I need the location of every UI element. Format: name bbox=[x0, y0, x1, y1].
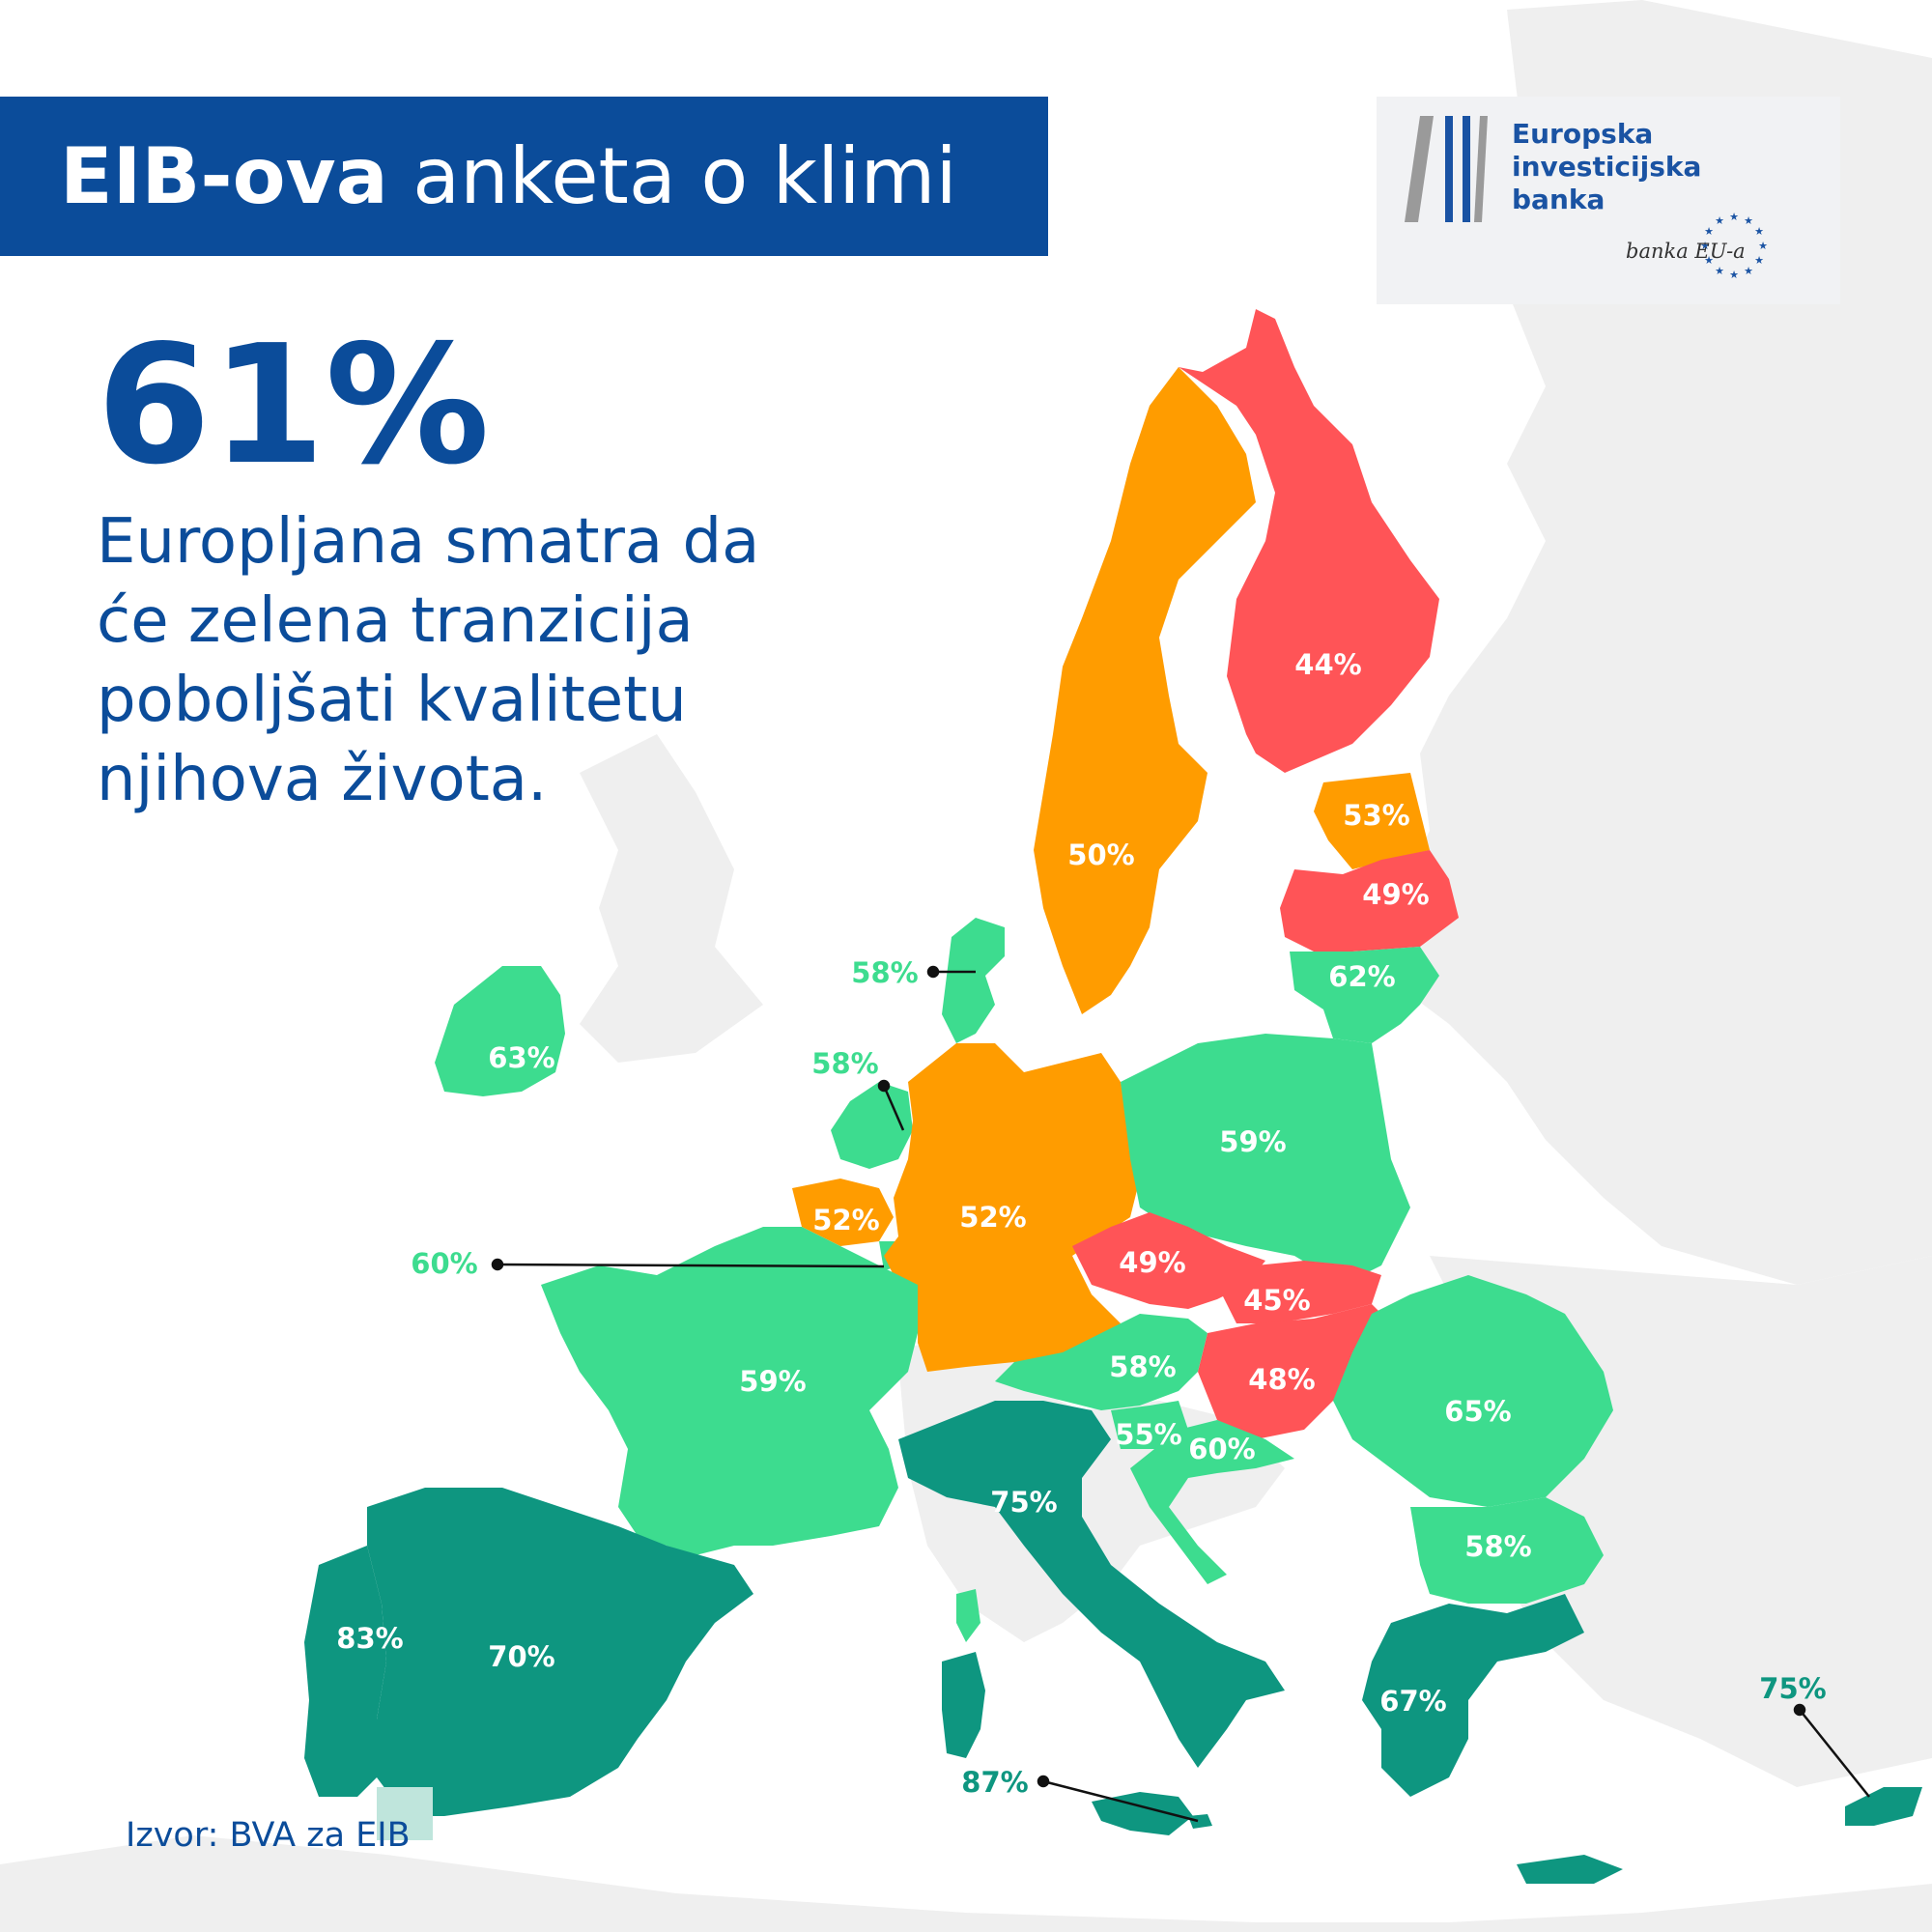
headline-line: poboljšati kvalitetu bbox=[97, 665, 687, 736]
label-slovenia: 55% bbox=[1115, 1418, 1181, 1451]
eu-countries bbox=[304, 309, 1922, 1884]
page-title: EIB-ova anketa o klimi bbox=[60, 131, 957, 221]
label-lithuania: 62% bbox=[1328, 960, 1395, 993]
country-ireland[interactable] bbox=[435, 966, 565, 1096]
leader-lines bbox=[491, 965, 1870, 1823]
svg-text:★: ★ bbox=[1704, 254, 1714, 267]
label-belgium: 52% bbox=[812, 1204, 879, 1236]
svg-text:★: ★ bbox=[1744, 214, 1753, 227]
country-italy-sardinia[interactable] bbox=[942, 1652, 985, 1758]
label-croatia: 60% bbox=[1188, 1433, 1255, 1465]
country-estonia[interactable] bbox=[1314, 773, 1430, 869]
svg-text:★: ★ bbox=[1754, 225, 1764, 238]
label-denmark: 58% bbox=[851, 956, 918, 989]
svg-text:★: ★ bbox=[1744, 265, 1753, 277]
eib-bars-logo-icon bbox=[1405, 116, 1488, 222]
label-austria: 58% bbox=[1109, 1350, 1176, 1383]
country-hungary[interactable] bbox=[1198, 1304, 1391, 1439]
label-france: 59% bbox=[739, 1365, 806, 1398]
title-banner: EIB-ova anketa o klimi bbox=[0, 97, 1048, 256]
label-hungary: 48% bbox=[1248, 1363, 1315, 1396]
eib-logo: Europska investicijska banka ★ ★ ★ ★ ★ ★ ★ ★ ★… bbox=[1377, 97, 1840, 304]
svg-text:★: ★ bbox=[1700, 240, 1710, 252]
label-sweden: 50% bbox=[1067, 838, 1134, 871]
svg-text:★: ★ bbox=[1754, 254, 1764, 267]
value-labels: 44% 50% 53% 49% 62% 58% 63% 58% 52% 60% … bbox=[336, 648, 1826, 1799]
country-france-corsica[interactable] bbox=[956, 1589, 980, 1642]
label-latvia: 49% bbox=[1362, 878, 1429, 911]
headline-text: Europljana smatra da će zelena tranzicij… bbox=[97, 502, 792, 819]
headline-line: će zelena tranzicija bbox=[97, 585, 694, 657]
country-greece-crete[interactable] bbox=[1517, 1855, 1623, 1884]
country-slovakia[interactable] bbox=[1217, 1261, 1381, 1323]
label-romania: 65% bbox=[1444, 1395, 1511, 1428]
country-denmark[interactable] bbox=[942, 918, 1005, 1043]
country-lithuania[interactable] bbox=[1290, 947, 1439, 1043]
country-cyprus[interactable] bbox=[1845, 1787, 1922, 1826]
country-france[interactable] bbox=[541, 1227, 918, 1555]
country-finland[interactable] bbox=[1179, 309, 1439, 773]
label-finland: 44% bbox=[1294, 648, 1361, 681]
svg-text:★: ★ bbox=[1704, 225, 1714, 238]
svg-text:★: ★ bbox=[1715, 214, 1724, 227]
country-slovenia[interactable] bbox=[1111, 1401, 1188, 1449]
country-spain[interactable] bbox=[367, 1488, 753, 1816]
headline-line: Europljana smatra da bbox=[97, 506, 760, 578]
label-czechia: 49% bbox=[1119, 1246, 1185, 1279]
country-bulgaria[interactable] bbox=[1410, 1497, 1604, 1604]
headline-stat: 61% bbox=[97, 310, 490, 501]
label-ireland: 63% bbox=[488, 1041, 554, 1074]
country-italy-sicily[interactable] bbox=[1092, 1792, 1193, 1835]
svg-text:★: ★ bbox=[1729, 211, 1739, 223]
label-greece: 67% bbox=[1379, 1685, 1446, 1718]
logo-tagline: banka EU-a bbox=[1626, 240, 1746, 263]
country-greece[interactable] bbox=[1362, 1594, 1584, 1797]
svg-text:★: ★ bbox=[1729, 269, 1739, 281]
country-austria[interactable] bbox=[995, 1314, 1208, 1410]
label-portugal: 83% bbox=[336, 1622, 403, 1655]
svg-text:★: ★ bbox=[1715, 265, 1724, 277]
svg-text:★: ★ bbox=[1758, 240, 1768, 252]
label-estonia: 53% bbox=[1343, 799, 1409, 832]
label-malta: 87% bbox=[961, 1766, 1028, 1799]
country-latvia[interactable] bbox=[1280, 850, 1459, 952]
headline-line: njihova života. bbox=[97, 744, 548, 815]
country-germany[interactable] bbox=[884, 1043, 1140, 1372]
label-slovakia: 45% bbox=[1243, 1284, 1310, 1317]
label-bulgaria: 58% bbox=[1464, 1530, 1531, 1563]
country-sweden[interactable] bbox=[1034, 367, 1256, 1014]
country-poland[interactable] bbox=[1121, 1034, 1410, 1285]
label-germany: 52% bbox=[959, 1201, 1026, 1234]
label-italy: 75% bbox=[990, 1486, 1057, 1519]
country-croatia[interactable] bbox=[1130, 1420, 1294, 1584]
country-portugal[interactable] bbox=[304, 1546, 386, 1797]
label-spain: 70% bbox=[488, 1640, 554, 1673]
logo-name: Europska investicijska banka bbox=[1512, 118, 1702, 215]
eu-stars-icon: ★ ★★★ ★★★★ ★★★★ bbox=[1700, 211, 1768, 281]
country-italy[interactable] bbox=[898, 1401, 1285, 1768]
country-belgium[interactable] bbox=[792, 1179, 894, 1246]
legend-swatch bbox=[377, 1787, 433, 1840]
source-note: Izvor: BVA za EIB bbox=[126, 1816, 411, 1855]
label-luxembourg: 60% bbox=[411, 1247, 477, 1280]
label-netherlands: 58% bbox=[811, 1047, 878, 1080]
label-poland: 59% bbox=[1219, 1125, 1286, 1158]
country-romania[interactable] bbox=[1333, 1275, 1613, 1507]
country-malta[interactable] bbox=[1188, 1814, 1212, 1829]
label-cyprus: 75% bbox=[1759, 1672, 1826, 1705]
